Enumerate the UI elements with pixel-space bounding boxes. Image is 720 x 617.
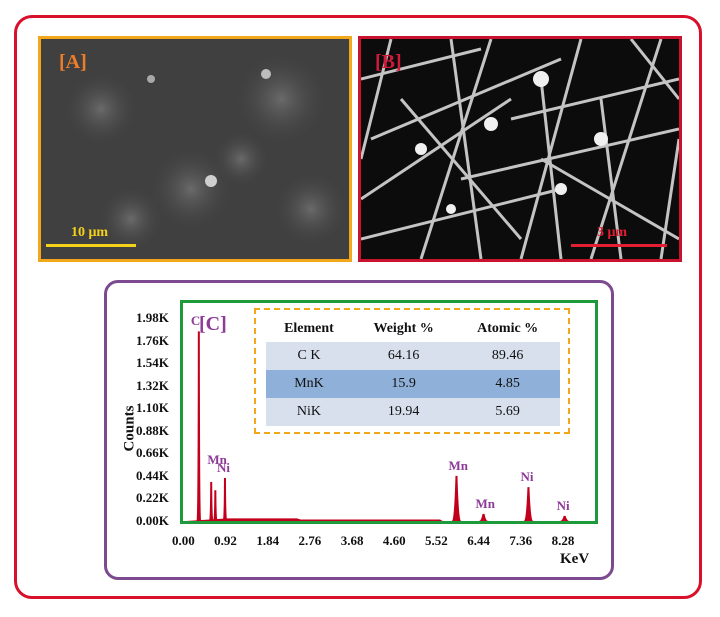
panel-b-sem-image: [B] 3 μm	[358, 36, 682, 262]
table-header-row: Element Weight % Atomic %	[266, 316, 560, 342]
table-cell: 5.69	[455, 398, 560, 426]
peak-label: Mn	[448, 457, 468, 473]
panel-a-scale-text: 10 μm	[71, 225, 109, 240]
x-tick-label: 5.52	[425, 533, 448, 548]
x-tick-label: 3.68	[340, 533, 364, 548]
spectrum-baseline	[186, 518, 443, 521]
panel-b-micrograph	[361, 39, 679, 259]
x-tick-label: 2.76	[298, 533, 322, 548]
table-row: MnK 15.9 4.85	[266, 370, 560, 398]
y-tick-label: 0.88K	[136, 422, 169, 438]
panel-a-micrograph	[41, 39, 349, 259]
panel-b-scale-text: 3 μm	[597, 225, 628, 240]
composition-table-box: Element Weight % Atomic % C K 64.16 89.4…	[254, 308, 570, 434]
panel-c-label: [C]	[199, 313, 227, 335]
table-header-element: Element	[284, 321, 334, 336]
spectrum-peak	[478, 513, 489, 521]
spectrum-peak	[451, 475, 462, 521]
table-header-weight: Weight %	[373, 321, 434, 336]
peak-label: Ni	[556, 497, 570, 513]
x-tick-label: 0.92	[214, 533, 237, 548]
spectrum-peak	[208, 482, 214, 521]
x-axis-title: KeV	[560, 551, 590, 567]
x-tick-label: 0.00	[172, 533, 195, 548]
table-cell: 15.9	[351, 370, 456, 398]
y-tick-label: 1.76K	[136, 332, 169, 348]
table-row: C K 64.16 89.46	[266, 342, 560, 370]
table-cell: C K	[266, 342, 352, 370]
peak-label: Ni	[520, 469, 534, 485]
y-tick-label: 0.00K	[136, 513, 169, 528]
table-cell: NiK	[266, 398, 352, 426]
x-tick-label: 6.44	[467, 533, 490, 548]
composition-table: Element Weight % Atomic % C K 64.16 89.4…	[266, 316, 560, 426]
spectrum-plot-area	[180, 300, 598, 524]
peak-label: Mn	[475, 495, 496, 511]
peak-label: Mn	[207, 451, 227, 467]
table-row: NiK 19.94 5.69	[266, 398, 560, 426]
table-cell: 64.16	[351, 342, 456, 370]
spectrum-peak	[523, 487, 534, 521]
x-tick-label: 7.36	[509, 533, 533, 548]
x-tick-label: 1.84	[256, 533, 280, 548]
table-header-atomic: Atomic %	[477, 321, 539, 336]
y-tick-label: 0.22K	[136, 490, 169, 506]
x-tick-label: 4.60	[382, 533, 406, 548]
panel-b-label: [B]	[375, 51, 402, 73]
y-tick-label: 0.66K	[136, 445, 169, 461]
spectrum-peak	[560, 515, 570, 521]
x-tick-label: 8.28	[551, 533, 575, 548]
table-cell: 19.94	[351, 398, 456, 426]
spectrum-peak	[196, 331, 202, 521]
table-cell: 89.46	[455, 342, 560, 370]
spectrum-peak	[222, 477, 228, 521]
figure-frame	[14, 15, 702, 599]
y-tick-label: 1.32K	[136, 377, 169, 393]
panel-b-scale-bar	[571, 244, 667, 247]
panel-c-frame	[104, 280, 614, 580]
y-tick-label: 1.54K	[136, 355, 169, 371]
panel-a-sem-image: [A] 10 μm	[38, 36, 352, 262]
table-cell: MnK	[266, 370, 352, 398]
y-tick-label: 0.44K	[136, 467, 169, 483]
peak-label: Ni	[216, 459, 230, 475]
table-cell: 4.85	[455, 370, 560, 398]
panel-a-scale-bar	[46, 244, 136, 247]
peak-label: C	[190, 313, 201, 329]
panel-a-label: [A]	[59, 51, 87, 73]
spectrum-peak	[213, 490, 218, 521]
y-tick-label: 1.10K	[136, 400, 169, 416]
y-tick-label: 1.98K	[136, 310, 169, 325]
